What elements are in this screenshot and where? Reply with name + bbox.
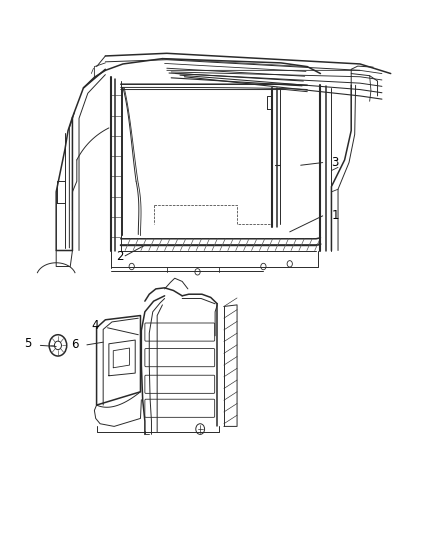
Text: 6: 6 bbox=[71, 338, 78, 351]
Text: 2: 2 bbox=[116, 251, 124, 263]
Text: 1: 1 bbox=[331, 209, 338, 222]
Text: 3: 3 bbox=[331, 156, 338, 169]
Text: 5: 5 bbox=[24, 337, 32, 350]
Text: 4: 4 bbox=[91, 319, 99, 332]
